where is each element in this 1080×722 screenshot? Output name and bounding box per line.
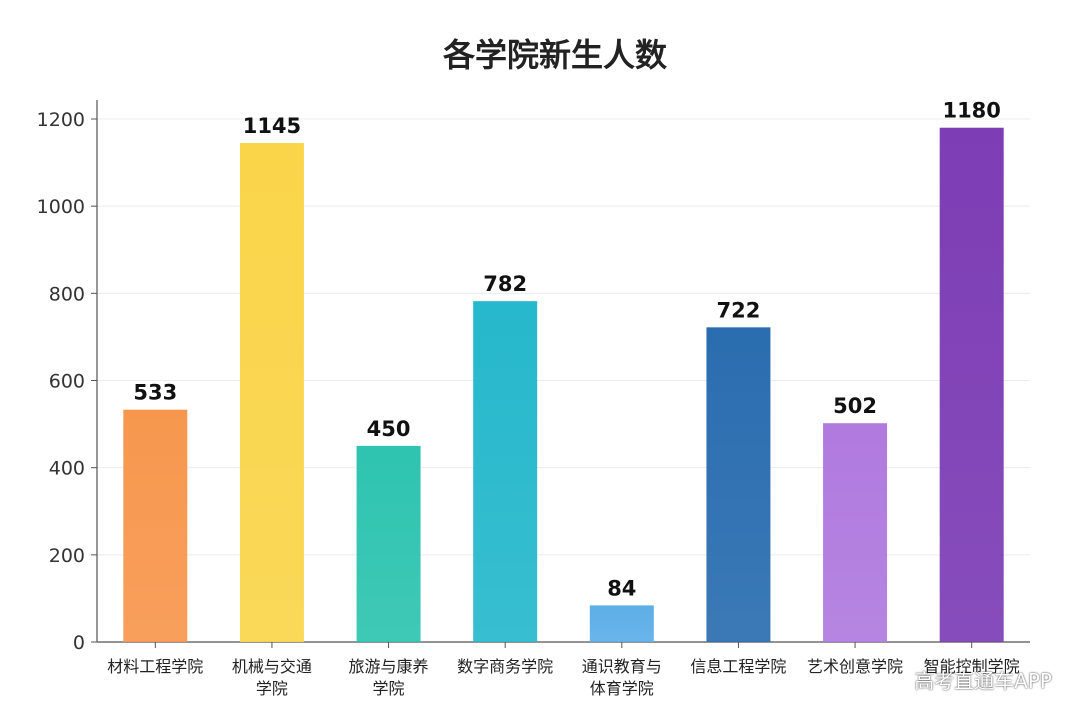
x-tick-label: 旅游与康养 [349,657,429,676]
data-label: 782 [483,272,527,296]
data-label: 450 [367,417,411,441]
y-tick-label: 400 [49,458,85,480]
x-tick-label: 学院 [373,679,405,698]
bar [239,142,304,643]
y-tick-label: 600 [49,371,85,393]
x-tick-label: 艺术创意学院 [807,657,903,676]
x-tick-label: 数字商务学院 [457,657,553,676]
data-label: 84 [607,576,636,600]
x-tick-label: 通识教育与 [582,657,662,676]
bar [823,423,888,642]
x-tick-label: 智能控制学院 [924,657,1020,676]
x-tick-label: 体育学院 [590,679,654,698]
data-label: 1180 [942,99,1000,123]
data-label: 502 [833,394,877,418]
x-tick-label: 信息工程学院 [690,657,786,676]
watermark-text: 高考直通车APP [914,669,1052,693]
bar [123,409,188,642]
chart-title: 各学院新生人数 [442,36,667,74]
data-label: 1145 [243,114,301,138]
y-tick-label: 0 [73,632,85,654]
y-tick-label: 800 [49,283,85,305]
x-tick-label: 材料工程学院 [107,657,203,676]
y-tick-label: 200 [49,545,85,567]
bar [473,301,538,642]
x-tick-label: 机械与交通 [232,657,312,676]
bar [939,127,1004,642]
bar [706,327,771,642]
bar [589,605,654,642]
bar [356,445,421,642]
data-label: 533 [133,381,177,405]
x-tick-label: 学院 [256,679,288,698]
y-tick-label: 1000 [37,196,85,218]
y-tick-label: 1200 [37,109,85,131]
data-label: 722 [717,298,761,322]
